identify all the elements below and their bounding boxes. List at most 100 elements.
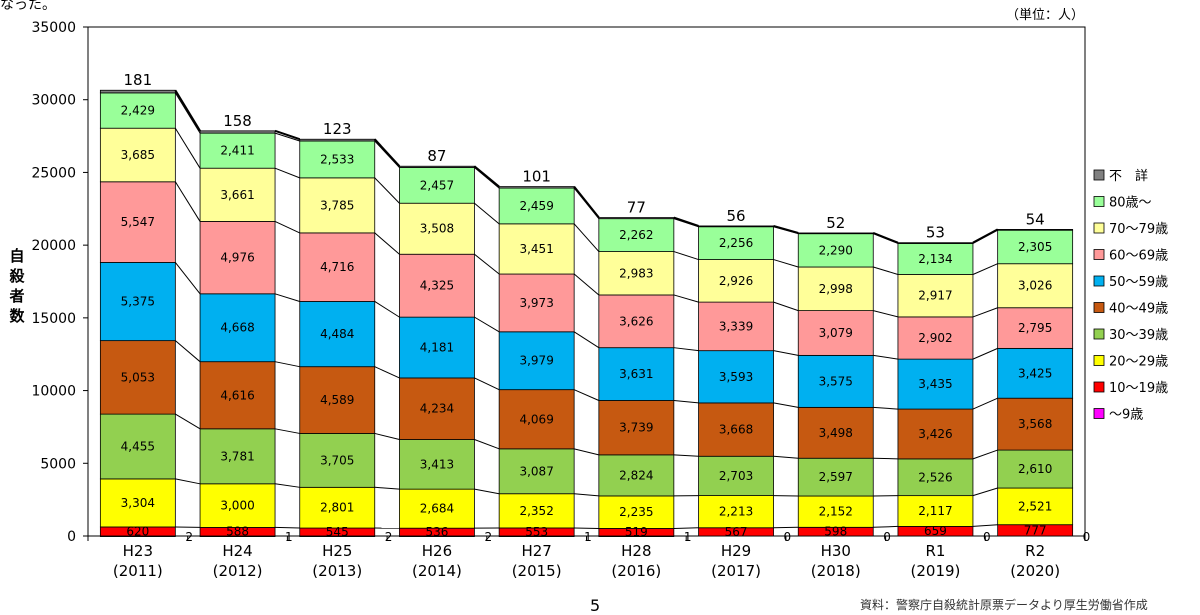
segment-label: 4,589 bbox=[320, 393, 354, 407]
segment-label: 4,181 bbox=[420, 341, 454, 355]
connector-line bbox=[275, 221, 300, 232]
connector-line bbox=[973, 525, 998, 527]
segment-label: 3,973 bbox=[519, 296, 553, 310]
legend-label: 10～19歳 bbox=[1109, 381, 1168, 396]
connector-line bbox=[175, 90, 200, 131]
segment-label: 3,739 bbox=[619, 421, 653, 435]
connector-line bbox=[774, 226, 799, 233]
legend-swatch bbox=[1094, 329, 1104, 339]
segment-label: 3,498 bbox=[819, 426, 853, 440]
segment-label: 567 bbox=[725, 525, 748, 539]
segment-label-under-10: 2 bbox=[385, 530, 393, 544]
segment-label: 5,053 bbox=[121, 370, 155, 384]
legend-swatch bbox=[1094, 197, 1104, 207]
y-tick-label: 30000 bbox=[31, 93, 76, 109]
connector-line bbox=[175, 262, 200, 293]
segment-label-under-10: 1 bbox=[684, 530, 692, 544]
segment-label: 588 bbox=[226, 525, 249, 539]
connector-line bbox=[873, 233, 898, 243]
connector-line bbox=[474, 166, 499, 186]
x-label-year: (2015) bbox=[512, 562, 562, 580]
connector-line bbox=[774, 302, 799, 310]
segment-label: 4,069 bbox=[519, 412, 553, 426]
connector-line bbox=[175, 414, 200, 429]
segment-label: 2,352 bbox=[519, 504, 553, 518]
x-label-era: H27 bbox=[521, 542, 551, 560]
connector-line bbox=[474, 317, 499, 332]
x-label-era: H28 bbox=[621, 542, 651, 560]
x-label-year: (2017) bbox=[711, 562, 761, 580]
segment-label-unknown: 158 bbox=[223, 112, 252, 130]
segment-label: 3,425 bbox=[1018, 366, 1052, 380]
connector-line bbox=[574, 274, 599, 295]
connector-line bbox=[375, 487, 400, 489]
connector-line bbox=[375, 367, 400, 378]
segment-label-unknown: 52 bbox=[826, 214, 845, 232]
segment-label: 2,926 bbox=[719, 274, 753, 288]
segment-label: 3,568 bbox=[1018, 417, 1052, 431]
segment-label: 3,631 bbox=[619, 367, 653, 381]
bar-segment bbox=[100, 90, 175, 93]
segment-label: 3,668 bbox=[719, 423, 753, 437]
segment-label: 5,375 bbox=[121, 295, 155, 309]
connector-line bbox=[275, 168, 300, 178]
segment-label: 2,917 bbox=[918, 289, 952, 303]
x-label-year: (2013) bbox=[312, 562, 362, 580]
segment-label: 2,134 bbox=[918, 252, 952, 266]
bar-segment bbox=[699, 226, 774, 227]
segment-label: 2,256 bbox=[719, 236, 753, 250]
segment-label: 2,998 bbox=[819, 282, 853, 296]
segment-label: 4,668 bbox=[220, 321, 254, 335]
connector-line bbox=[574, 449, 599, 455]
legend-swatch bbox=[1094, 303, 1104, 313]
segment-label: 2,801 bbox=[320, 501, 354, 515]
connector-line bbox=[674, 348, 699, 351]
segment-label: 3,087 bbox=[519, 464, 553, 478]
y-tick-label: 0 bbox=[67, 529, 76, 545]
segment-label: 3,079 bbox=[819, 326, 853, 340]
segment-label: 3,304 bbox=[121, 496, 155, 510]
segment-label: 2,459 bbox=[519, 199, 553, 213]
connector-line bbox=[275, 429, 300, 434]
segment-label-under-10: 2 bbox=[484, 530, 492, 544]
legend-swatch bbox=[1094, 356, 1104, 366]
segment-label: 598 bbox=[824, 525, 847, 539]
segment-label: 4,716 bbox=[320, 260, 354, 274]
legend-label: 70～79歳 bbox=[1109, 222, 1168, 237]
connector-line bbox=[474, 203, 499, 224]
connector-line bbox=[474, 440, 499, 449]
legend-label: 20～29歳 bbox=[1109, 355, 1168, 370]
segment-label: 2,305 bbox=[1018, 240, 1052, 254]
connector-line bbox=[973, 308, 998, 317]
segment-label: 3,626 bbox=[619, 314, 653, 328]
segment-label: 620 bbox=[126, 524, 149, 538]
segment-label: 519 bbox=[625, 525, 648, 539]
segment-label: 3,685 bbox=[121, 148, 155, 162]
segment-label: 2,526 bbox=[918, 470, 952, 484]
y-tick-label: 10000 bbox=[31, 384, 76, 400]
segment-label-unknown: 56 bbox=[727, 207, 746, 225]
connector-line bbox=[873, 267, 898, 274]
segment-label: 2,533 bbox=[320, 152, 354, 166]
segment-label: 2,902 bbox=[918, 331, 952, 345]
segment-label: 3,426 bbox=[918, 427, 952, 441]
legend-label: ～9歳 bbox=[1109, 408, 1143, 423]
connector-line bbox=[774, 403, 799, 407]
segment-label-under-10: 0 bbox=[883, 530, 891, 544]
segment-label: 545 bbox=[326, 525, 349, 539]
x-label-era: H25 bbox=[322, 542, 352, 560]
x-label-era: H23 bbox=[123, 542, 153, 560]
segment-label: 2,262 bbox=[619, 228, 653, 242]
segment-label: 4,325 bbox=[420, 279, 454, 293]
x-label-era: H24 bbox=[222, 542, 252, 560]
segment-label: 2,983 bbox=[619, 266, 653, 280]
connector-line bbox=[275, 484, 300, 488]
x-label-era: H30 bbox=[821, 542, 851, 560]
segment-label: 3,339 bbox=[719, 319, 753, 333]
connector-line bbox=[774, 456, 799, 458]
legend-label: 30～39歳 bbox=[1109, 328, 1168, 343]
connector-line bbox=[973, 398, 998, 409]
segment-label: 3,593 bbox=[719, 370, 753, 384]
y-tick-label: 5000 bbox=[40, 456, 76, 472]
